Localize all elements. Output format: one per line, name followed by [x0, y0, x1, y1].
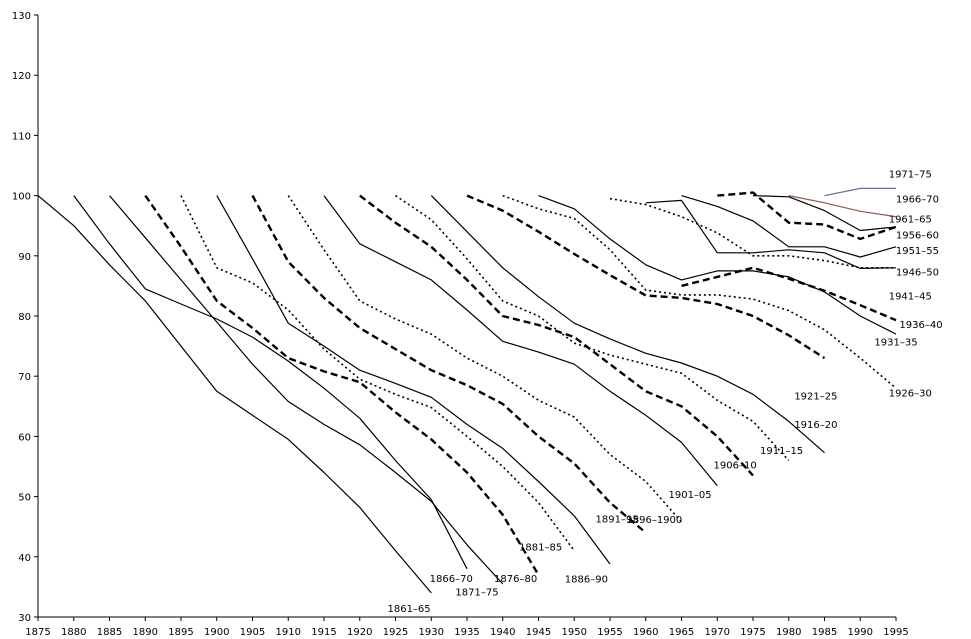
series-label-1966–70: 1966–70: [896, 195, 939, 206]
series-label-1926–30: 1926–30: [889, 388, 932, 399]
x-tick-label: 1880: [61, 627, 86, 638]
series-label-1916–20: 1916–20: [794, 420, 837, 431]
y-tick-label: 50: [18, 493, 31, 504]
series-label-1931–35: 1931–35: [874, 337, 917, 348]
x-tick-label: 1885: [97, 627, 122, 638]
series-label-1871–75: 1871–75: [455, 588, 498, 599]
series-line-1876–80: [144, 194, 540, 576]
series-line-1891–95: [251, 195, 647, 534]
x-tick-label: 1935: [454, 627, 479, 638]
series-label-1956–60: 1956–60: [896, 231, 939, 242]
series-line-1946–50: [645, 199, 897, 269]
x-tick-label: 1930: [419, 627, 444, 638]
x-tick-label: 1955: [597, 627, 622, 638]
series-line-1906–10: [359, 194, 754, 477]
series-label-1891–95: 1891–95: [596, 514, 639, 525]
series-label-1921–25: 1921–25: [794, 391, 837, 402]
series-label-1861–65: 1861–65: [387, 604, 430, 615]
series-line-1911–15: [395, 194, 790, 462]
series-line-1941–45: [609, 197, 896, 269]
series-line-1931–35: [538, 195, 897, 335]
x-tick-label: 1990: [848, 627, 873, 638]
series-line-1956–60: [717, 191, 897, 241]
series-line-1921–25: [466, 194, 826, 360]
x-tick-label: 1950: [562, 627, 587, 638]
x-tick-label: 1960: [633, 627, 658, 638]
series-line-1861–65: [37, 195, 432, 594]
x-tick-label: 1995: [883, 627, 908, 638]
x-tick-label: 1985: [812, 627, 837, 638]
series-line-1871–75: [109, 195, 504, 585]
x-tick-label: 1910: [276, 627, 301, 638]
series-line-1961–65: [752, 195, 897, 232]
series-label-1886–90: 1886–90: [565, 574, 608, 585]
x-tick-label: 1945: [526, 627, 551, 638]
series-line-1881–85: [180, 195, 575, 552]
series-label-1881–85: 1881–85: [519, 543, 562, 554]
x-tick-label: 1940: [490, 627, 515, 638]
series-line-1966–70: [788, 195, 897, 218]
series-layer: [37, 187, 897, 594]
y-tick-label: 120: [12, 71, 31, 82]
x-tick-label: 1900: [204, 627, 229, 638]
y-tick-label: 100: [12, 192, 31, 203]
series-label-1911–15: 1911–15: [760, 446, 803, 457]
x-tick-label: 1970: [705, 627, 730, 638]
series-labels: 1971–75 1966–70 1961–65 1956–60 1951–55 1946–…: [387, 169, 942, 615]
series-label-1951–55: 1951–55: [896, 246, 939, 257]
y-tick-label: 60: [18, 432, 31, 443]
series-line-1901–05: [323, 195, 718, 487]
x-tick-label: 1965: [669, 627, 694, 638]
series-line-1936–40: [681, 266, 897, 322]
x-tick-label: 1920: [347, 627, 372, 638]
series-line-1971–75: [824, 187, 896, 197]
x-tick-label: 1975: [740, 627, 765, 638]
series-line-1866–70: [73, 195, 468, 570]
series-line-1916–20: [430, 195, 825, 454]
series-label-1876–80: 1876–80: [494, 574, 537, 585]
x-tick-label: 1890: [133, 627, 158, 638]
series-line-1951–55: [681, 195, 897, 258]
series-line-1926–30: [502, 194, 897, 389]
series-label-1961–65: 1961–65: [889, 214, 932, 225]
y-tick-label: 30: [18, 613, 31, 624]
series-label-1971–75: 1971–75: [889, 169, 932, 180]
x-tick-label: 1905: [240, 627, 265, 638]
series-label-1906–10: 1906–10: [714, 461, 757, 472]
series-line-1886–90: [216, 195, 611, 565]
series-label-1866–70: 1866–70: [430, 574, 473, 585]
y-tick-label: 70: [18, 372, 31, 383]
y-tick-label: 80: [18, 312, 31, 323]
series-label-1896–1900: 1896–1900: [626, 515, 682, 526]
x-tick-label: 1980: [776, 627, 801, 638]
series-label-1946–50: 1946–50: [896, 267, 939, 278]
series-label-1936–40: 1936–40: [899, 320, 942, 331]
series-label-1901–05: 1901–05: [668, 490, 711, 501]
series-label-1941–45: 1941–45: [889, 292, 932, 303]
x-tick-label: 1915: [311, 627, 336, 638]
y-tick-label: 40: [18, 553, 31, 564]
x-tick-label: 1895: [168, 627, 193, 638]
y-tick-label: 90: [18, 252, 31, 263]
axes: 30 40 50 60 70 80 90 100 110 120 130 1875 1880 1885 18…: [12, 11, 909, 638]
y-tick-label: 110: [12, 131, 31, 142]
x-tick-label: 1875: [25, 627, 50, 638]
x-tick-label: 1925: [383, 627, 408, 638]
series-line-1896–1900: [287, 195, 683, 523]
y-tick-label: 130: [12, 11, 31, 22]
